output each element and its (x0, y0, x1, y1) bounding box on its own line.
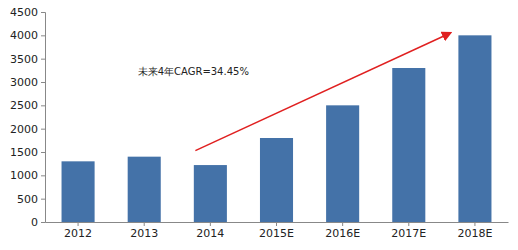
x-tick-label: 2017E (391, 227, 426, 240)
y-tick: 1000 (10, 169, 45, 182)
y-tick: 3500 (10, 53, 45, 66)
y-tick: 3000 (10, 76, 45, 89)
x-tick: 2018E (457, 222, 492, 240)
x-tick-label: 2013 (130, 227, 158, 240)
y-tick: 4500 (10, 6, 45, 19)
annotation: 未来4年CAGR=34.45% (138, 66, 249, 77)
x-tick-mark (144, 222, 145, 226)
y-tick-label: 4500 (10, 6, 38, 19)
bars (62, 35, 492, 222)
y-tick-label: 500 (17, 193, 38, 206)
x-tick: 2017E (391, 222, 426, 240)
chart: 0 500 1000 1500 2000 2500 3000 3500 4000 4500 2012… (0, 0, 518, 250)
x-tick-mark (342, 222, 343, 226)
y-tick: 2000 (10, 123, 45, 136)
y-tick-mark (41, 199, 45, 200)
y-tick-mark (41, 152, 45, 153)
y-tick-mark (41, 175, 45, 176)
y-tick-label: 1000 (10, 169, 38, 182)
x-tick-mark (276, 222, 277, 226)
y-tick-label: 1500 (10, 146, 38, 159)
y-tick-mark (41, 82, 45, 83)
y-tick-label: 3500 (10, 53, 38, 66)
y-tick-label: 2500 (10, 99, 38, 112)
y-tick-mark (41, 105, 45, 106)
y-axis-line (41, 13, 46, 223)
y-tick-label: 2000 (10, 123, 38, 136)
x-tick-mark (474, 222, 475, 226)
x-axis: 2012 2013 2014 2015E 2016E 2017E 2018E (46, 222, 509, 240)
x-tick: 2013 (130, 222, 158, 240)
y-tick-label: 4000 (10, 29, 38, 42)
y-tick-mark (41, 35, 45, 36)
x-tick: 2012 (64, 222, 92, 240)
bar (194, 165, 227, 222)
y-tick-mark (41, 12, 45, 13)
bar (62, 161, 95, 222)
x-tick-mark (408, 222, 409, 226)
x-tick: 2016E (325, 222, 360, 240)
plot: 0 500 1000 1500 2000 2500 3000 3500 4000 4500 2012… (10, 6, 509, 240)
y-tick-mark (41, 222, 45, 223)
bar (458, 35, 491, 222)
bar (128, 157, 161, 222)
annotation-arrow (195, 33, 450, 151)
x-tick-label: 2014 (196, 227, 224, 240)
y-tick-label: 0 (31, 216, 38, 229)
x-tick: 2014 (196, 222, 224, 240)
y-tick-mark (41, 59, 45, 60)
y-tick: 0 (31, 216, 45, 229)
y-tick: 4000 (10, 29, 45, 42)
y-tick-mark (41, 129, 45, 130)
x-tick-label: 2018E (457, 227, 492, 240)
x-tick-mark (78, 222, 79, 226)
bar (326, 105, 359, 222)
y-tick: 1500 (10, 146, 45, 159)
y-tick: 2500 (10, 99, 45, 112)
y-axis: 0 500 1000 1500 2000 2500 3000 3500 4000 4500 (10, 6, 46, 229)
y-tick: 500 (17, 193, 45, 206)
x-tick: 2015E (259, 222, 294, 240)
bar (260, 138, 293, 222)
x-tick-label: 2015E (259, 227, 294, 240)
x-tick-mark (210, 222, 211, 226)
y-tick-label: 3000 (10, 76, 38, 89)
bar (392, 68, 425, 222)
x-tick-label: 2016E (325, 227, 360, 240)
x-tick-label: 2012 (64, 227, 92, 240)
